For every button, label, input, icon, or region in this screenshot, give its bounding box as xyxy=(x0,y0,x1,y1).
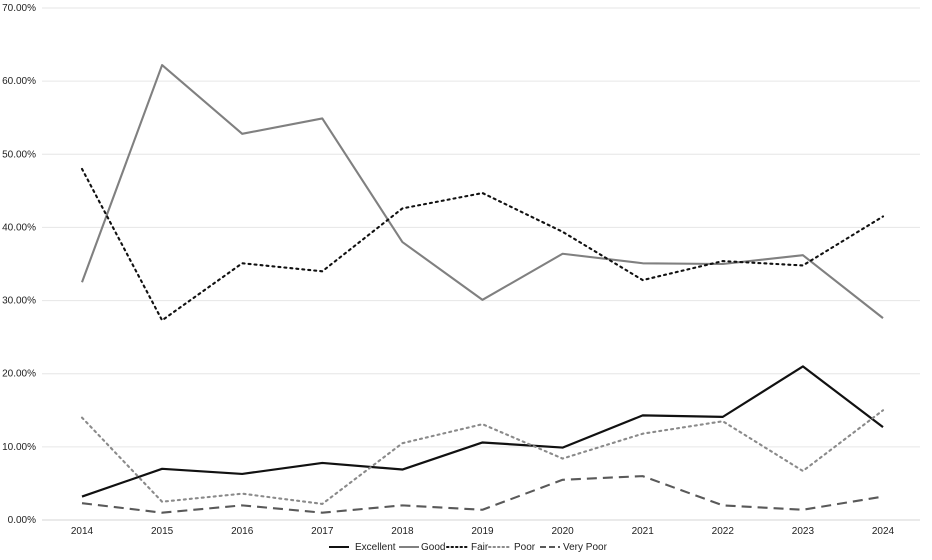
series-line-poor xyxy=(80,409,885,505)
legend-label: Poor xyxy=(514,542,536,553)
x-tick-label: 2018 xyxy=(391,526,414,537)
x-tick-label: 2016 xyxy=(231,526,254,537)
y-tick-label: 10.00% xyxy=(2,442,36,453)
x-tick-label: 2022 xyxy=(712,526,735,537)
y-tick-label: 60.00% xyxy=(2,76,36,87)
legend-item-poor: Poor xyxy=(488,542,536,553)
y-tick-label: 50.00% xyxy=(2,149,36,160)
y-tick-label: 0.00% xyxy=(8,515,36,526)
series-line-fair xyxy=(80,167,885,322)
x-tick-label: 2023 xyxy=(792,526,815,537)
legend-label: Good xyxy=(421,542,445,553)
series-lines xyxy=(80,64,885,514)
x-tick-label: 2021 xyxy=(632,526,655,537)
y-tick-label: 70.00% xyxy=(2,3,36,14)
y-tick-label: 30.00% xyxy=(2,296,36,307)
x-tick-label: 2024 xyxy=(872,526,895,537)
legend: Excellent Good Fair Poor Very Poor xyxy=(329,542,608,553)
legend-item-fair: Fair xyxy=(446,542,489,553)
axes: 0.00% 10.00% 20.00% 30.00% 40.00% 50.00% 60.00… xyxy=(2,3,920,537)
x-tick-label: 2019 xyxy=(471,526,494,537)
legend-label: Very Poor xyxy=(563,542,608,553)
x-tick-label: 2017 xyxy=(311,526,334,537)
y-tick-label: 40.00% xyxy=(2,222,36,233)
legend-item-good: Good xyxy=(399,542,445,553)
legend-label: Fair xyxy=(471,542,489,553)
legend-item-excellent: Excellent xyxy=(329,542,396,553)
x-tick-label: 2015 xyxy=(151,526,174,537)
x-tick-label: 2020 xyxy=(551,526,574,537)
x-tick-label: 2014 xyxy=(71,526,94,537)
legend-item-very-poor: Very Poor xyxy=(540,542,608,553)
series-line-very-poor xyxy=(81,475,884,514)
y-tick-label: 20.00% xyxy=(2,369,36,380)
legend-label: Excellent xyxy=(355,542,396,553)
series-line-excellent xyxy=(81,365,884,498)
series-line-good xyxy=(81,64,884,319)
